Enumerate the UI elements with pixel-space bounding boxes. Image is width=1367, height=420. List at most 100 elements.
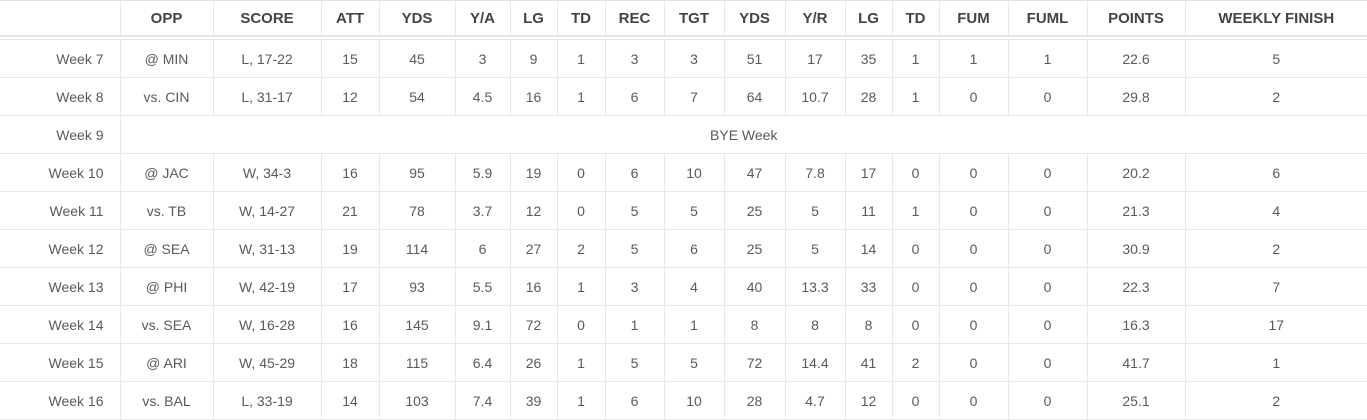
- stat-cell: 0: [938, 229, 1009, 268]
- stat-cell: 6: [604, 153, 665, 192]
- stat-cell: 5.9: [454, 153, 511, 192]
- stat-cell: 1: [556, 343, 606, 382]
- stat-cell: 2: [891, 343, 940, 382]
- stat-cell: 0: [891, 305, 940, 344]
- stat-cell: 7: [663, 77, 725, 116]
- table-row: Week 10 @ JAC W, 34-3 16 95 5.9 19 0 6 10 47 7.8 17 0…: [0, 153, 1367, 192]
- stat-cell: 12: [509, 191, 558, 230]
- week-label: Week 14: [0, 305, 121, 344]
- table-row: Week 14 vs. SEA W, 16-28 16 145 9.1 72 0 1 1 8 8 8 0 0…: [0, 305, 1367, 344]
- table-row: Week 7 @ MIN L, 17-22 15 45 3 9 1 3 3 51 17 35 1 1 1 22.…: [0, 39, 1367, 78]
- stat-cell: 103: [378, 381, 456, 420]
- column-header: TD: [891, 0, 940, 37]
- stat-cell: @ ARI: [119, 343, 214, 382]
- stat-cell: 8: [723, 305, 786, 344]
- stat-cell: 0: [891, 381, 940, 420]
- stat-cell: 0: [556, 191, 606, 230]
- column-header: WEEKLY FINISH: [1184, 0, 1367, 37]
- stat-cell: 6: [604, 381, 665, 420]
- stat-cell: 0: [1007, 343, 1088, 382]
- stat-cell: 0: [938, 191, 1009, 230]
- column-header: Y/R: [784, 0, 846, 37]
- stat-cell: 20.2: [1086, 153, 1186, 192]
- table-body: Week 7 @ MIN L, 17-22 15 45 3 9 1 3 3 51 17 35 1 1 1 22.…: [0, 36, 1367, 420]
- stat-cell: 2: [1184, 77, 1367, 116]
- stat-cell: 1: [663, 305, 725, 344]
- column-header: TD: [556, 0, 606, 37]
- stat-cell: @ MIN: [119, 39, 214, 78]
- stat-cell: 72: [509, 305, 558, 344]
- stat-cell: 0: [1007, 77, 1088, 116]
- stat-cell: 114: [378, 229, 456, 268]
- stat-cell: 22.6: [1086, 39, 1186, 78]
- stat-cell: 21.3: [1086, 191, 1186, 230]
- header-row: OPP SCORE ATT YDS Y/A LG TD REC TGT YDS Y/R LG TD FUM…: [0, 0, 1367, 37]
- stat-cell: 18: [320, 343, 380, 382]
- stat-cell: 0: [1007, 191, 1088, 230]
- stat-cell: 7.8: [784, 153, 846, 192]
- table-row: Week 8 vs. CIN L, 31-17 12 54 4.5 16 1 6 7 64 10.7 2…: [0, 77, 1367, 116]
- stat-cell: 0: [938, 153, 1009, 192]
- column-header: Y/A: [454, 0, 511, 37]
- stat-cell: 16: [509, 267, 558, 306]
- column-header: LG: [509, 0, 558, 37]
- stat-cell: 45: [378, 39, 456, 78]
- table-row: Week 11 vs. TB W, 14-27 21 78 3.7 12 0 5 5 25 5 11 1 0…: [0, 191, 1367, 230]
- stat-cell: L, 31-17: [212, 77, 322, 116]
- stat-cell: vs. BAL: [119, 381, 214, 420]
- stat-cell: 26: [509, 343, 558, 382]
- bye-week-row: Week 9 BYE Week: [0, 115, 1367, 154]
- stat-cell: 1: [891, 191, 940, 230]
- stat-cell: 5: [1184, 39, 1367, 78]
- stat-cell: 3: [604, 267, 665, 306]
- column-header: LG: [844, 0, 893, 37]
- stat-cell: 145: [378, 305, 456, 344]
- stat-cell: 40: [723, 267, 786, 306]
- stat-cell: 2: [1184, 229, 1367, 268]
- column-header: POINTS: [1086, 0, 1186, 37]
- stat-cell: 6: [663, 229, 725, 268]
- stat-cell: 1: [556, 381, 606, 420]
- stat-cell: 17: [1184, 305, 1367, 344]
- column-header: OPP: [119, 0, 214, 37]
- column-header: YDS: [378, 0, 456, 37]
- column-header: SCORE: [212, 0, 322, 37]
- stat-cell: 5.5: [454, 267, 511, 306]
- stat-cell: 6: [1184, 153, 1367, 192]
- bye-week-label: BYE Week: [119, 115, 1367, 154]
- stat-cell: 28: [844, 77, 893, 116]
- stat-cell: 27: [509, 229, 558, 268]
- stat-cell: vs. SEA: [119, 305, 214, 344]
- stat-cell: W, 14-27: [212, 191, 322, 230]
- stat-cell: 21: [320, 191, 380, 230]
- stat-cell: 5: [784, 191, 846, 230]
- stat-cell: 28: [723, 381, 786, 420]
- stat-cell: 14: [844, 229, 893, 268]
- week-label: Week 11: [0, 191, 121, 230]
- stat-cell: W, 42-19: [212, 267, 322, 306]
- stat-cell: 16: [320, 305, 380, 344]
- stat-cell: 2: [1184, 381, 1367, 420]
- stat-cell: 5: [604, 343, 665, 382]
- stat-cell: 3.7: [454, 191, 511, 230]
- stat-cell: 16: [509, 77, 558, 116]
- stat-cell: W, 31-13: [212, 229, 322, 268]
- column-header: [0, 0, 121, 37]
- week-label: Week 15: [0, 343, 121, 382]
- table-row: Week 16 vs. BAL L, 33-19 14 103 7.4 39 1 6 10 28 4.…: [0, 381, 1367, 420]
- stat-cell: 5: [604, 191, 665, 230]
- stat-cell: 64: [723, 77, 786, 116]
- stat-cell: L, 17-22: [212, 39, 322, 78]
- stat-cell: 0: [556, 305, 606, 344]
- stat-cell: 0: [891, 267, 940, 306]
- stat-cell: 0: [938, 305, 1009, 344]
- stat-cell: 10: [663, 381, 725, 420]
- stat-cell: 1: [556, 267, 606, 306]
- stat-cell: 4: [663, 267, 725, 306]
- stat-cell: W, 34-3: [212, 153, 322, 192]
- stat-cell: 29.8: [1086, 77, 1186, 116]
- stat-cell: 17: [784, 39, 846, 78]
- stat-cell: vs. TB: [119, 191, 214, 230]
- stat-cell: 3: [663, 39, 725, 78]
- stat-cell: 13.3: [784, 267, 846, 306]
